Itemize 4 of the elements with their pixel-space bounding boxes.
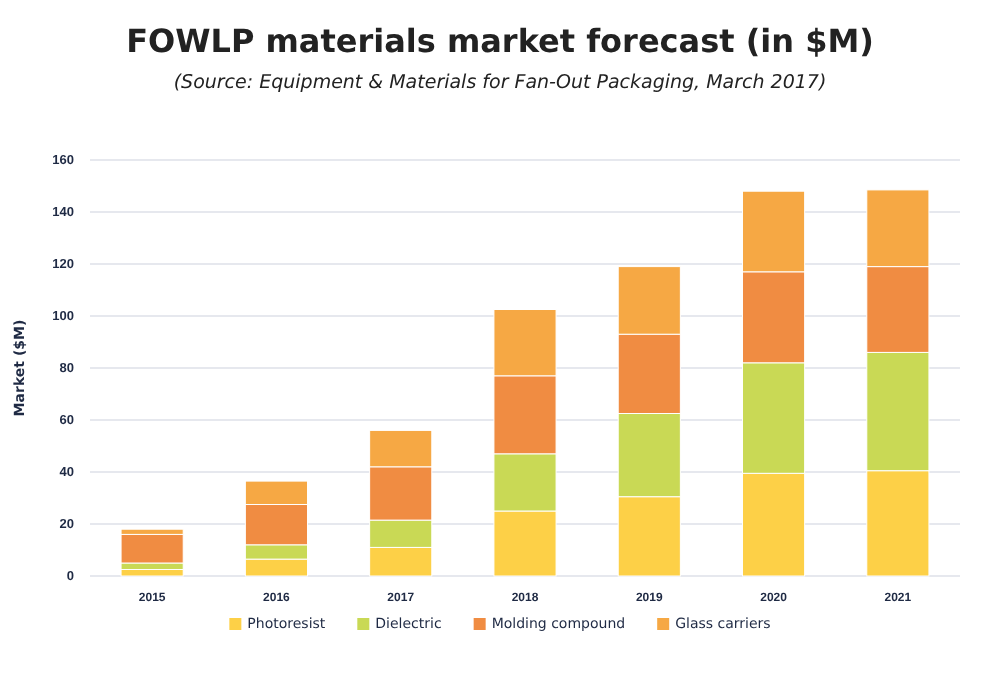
bar [120,533,184,564]
chart-title: FOWLP materials market forecast (in $M) [126,22,874,60]
bar [120,569,184,577]
chart-subtitle: (Source: Equipment & Materials for Fan-Out Packaging, March 2017) [173,72,827,94]
